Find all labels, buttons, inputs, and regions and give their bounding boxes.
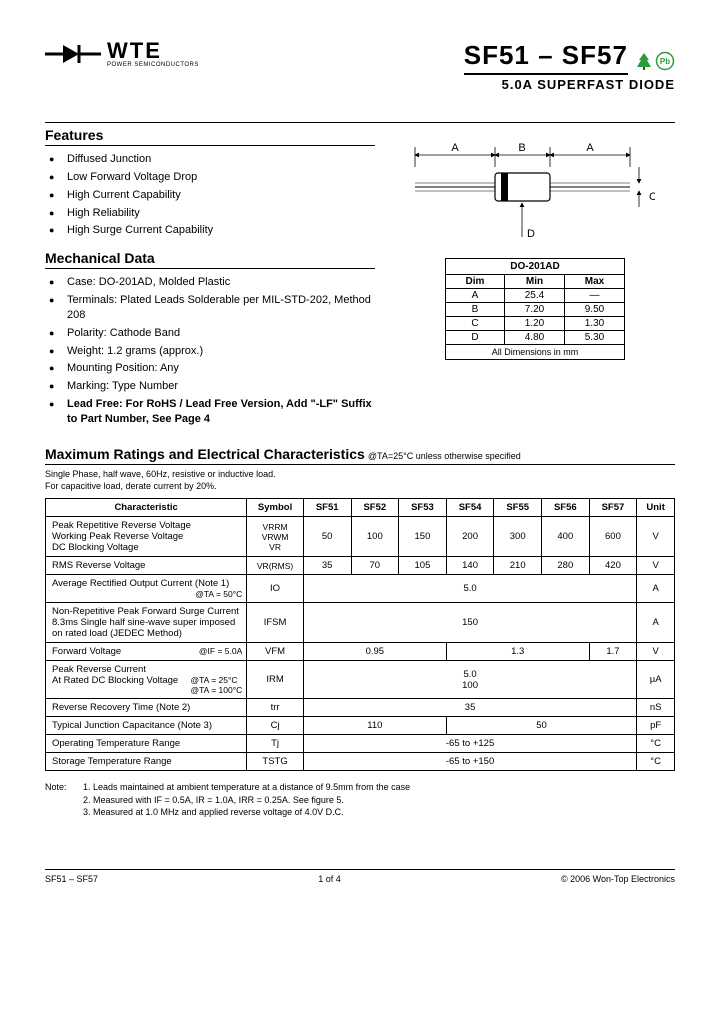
divider: [45, 122, 675, 123]
list-item: Case: DO-201AD, Molded Plastic: [45, 275, 375, 290]
list-item: High Reliability: [45, 206, 375, 221]
svg-text:D: D: [527, 228, 535, 240]
list-item: High Current Capability: [45, 188, 375, 203]
features-title: Features: [45, 127, 375, 146]
list-item: Polarity: Cathode Band: [45, 326, 375, 341]
title-block: SF51 – SF57 Pb 5.0A SUPERFAST DIODE: [464, 40, 675, 92]
list-item: Weight: 1.2 grams (approx.): [45, 344, 375, 359]
dimension-footer: All Dimensions in mm: [445, 345, 625, 360]
brand-name: WTE: [107, 40, 199, 62]
footer-center: 1 of 4: [318, 874, 341, 884]
ratings-title: Maximum Ratings and Electrical Character…: [45, 446, 365, 462]
svg-text:Pb: Pb: [660, 57, 670, 66]
list-item: Diffused Junction: [45, 152, 375, 167]
package-outline-diagram: A B A C D: [395, 127, 675, 250]
svg-text:A: A: [451, 142, 459, 154]
notes-label: Note:: [45, 781, 83, 794]
page-footer: SF51 – SF57 1 of 4 © 2006 Won-Top Electr…: [45, 869, 675, 884]
part-range: SF51 – SF57: [464, 40, 628, 75]
brand-logo: WTE POWER SEMICONDUCTORS: [45, 40, 199, 68]
ratings-title-line: Maximum Ratings and Electrical Character…: [45, 446, 675, 465]
list-item: Terminals: Plated Leads Solderable per M…: [45, 293, 375, 323]
dimension-caption: DO-201AD: [445, 258, 625, 274]
list-item: Low Forward Voltage Drop: [45, 170, 375, 185]
svg-text:C: C: [649, 191, 655, 203]
footer-left: SF51 – SF57: [45, 874, 98, 884]
rohs-tree-icon: [635, 51, 653, 71]
list-item: Mounting Position: Any: [45, 361, 375, 376]
features-list: Diffused Junction Low Forward Voltage Dr…: [45, 152, 375, 238]
ratings-condition: @TA=25°C unless otherwise specified: [368, 451, 521, 461]
mechanical-title: Mechanical Data: [45, 250, 375, 269]
brand-subtitle: POWER SEMICONDUCTORS: [107, 62, 199, 68]
spec-table: Characteristic Symbol SF51SF52SF53SF54SF…: [45, 498, 675, 771]
svg-text:B: B: [518, 142, 525, 154]
dimension-table: DO-201AD DimMinMax A25.4— B7.209.50 C1.2…: [445, 258, 625, 345]
diode-symbol-icon: [45, 41, 101, 67]
list-item: High Surge Current Capability: [45, 223, 375, 238]
list-item: Lead Free: For RoHS / Lead Free Version,…: [45, 397, 375, 427]
mechanical-list: Case: DO-201AD, Molded Plastic Terminals…: [45, 275, 375, 427]
product-subtitle: 5.0A SUPERFAST DIODE: [464, 77, 675, 92]
pb-free-icon: Pb: [655, 51, 675, 71]
footer-right: © 2006 Won-Top Electronics: [561, 874, 675, 884]
page-header: WTE POWER SEMICONDUCTORS SF51 – SF57 Pb …: [45, 40, 675, 92]
list-item: Marking: Type Number: [45, 379, 375, 394]
ratings-cond-text: Single Phase, half wave, 60Hz, resistive…: [45, 469, 675, 492]
svg-text:A: A: [586, 142, 594, 154]
notes-block: Note:1. Leads maintained at ambient temp…: [45, 781, 675, 819]
